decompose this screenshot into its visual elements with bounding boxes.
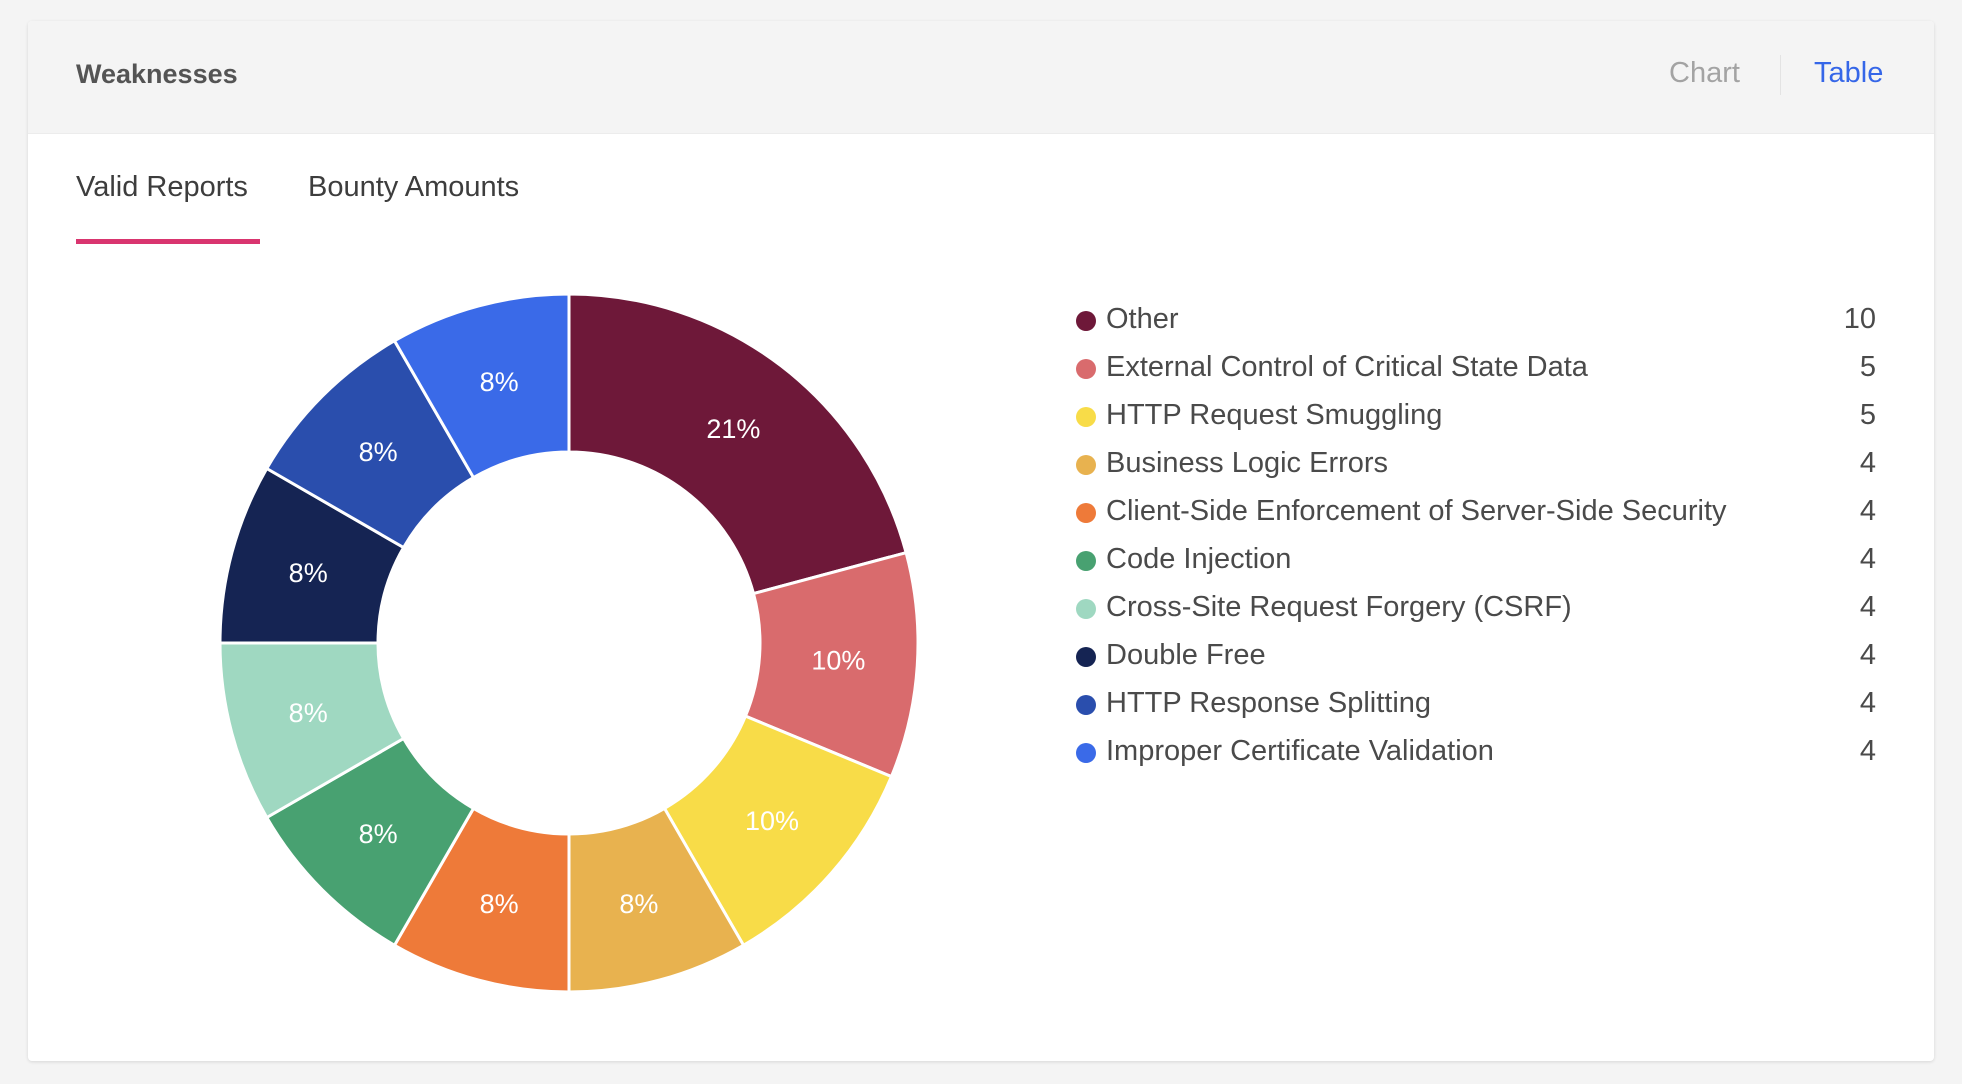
legend-item[interactable]: Cross-Site Request Forgery (CSRF) 4 — [1076, 585, 1876, 633]
weaknesses-card: Weaknesses Chart Table Valid Reports Bou… — [28, 21, 1934, 1061]
card-header: Weaknesses Chart Table — [28, 21, 1934, 134]
tab-valid-reports[interactable]: Valid Reports — [76, 171, 248, 203]
legend-label: Code Injection — [1106, 543, 1292, 575]
legend-dot-icon — [1076, 551, 1096, 571]
legend-count: 4 — [1859, 591, 1876, 623]
legend-dot-icon — [1076, 359, 1096, 379]
slice-percent-label: 10% — [811, 646, 865, 676]
legend-count: 4 — [1859, 687, 1876, 719]
card-title: Weaknesses — [76, 59, 238, 89]
legend-label: HTTP Request Smuggling — [1106, 399, 1443, 431]
legend-item[interactable]: Code Injection 4 — [1076, 537, 1876, 585]
legend-dot-icon — [1076, 311, 1096, 331]
legend-count: 4 — [1859, 495, 1876, 527]
donut-slice[interactable] — [392, 292, 571, 480]
view-divider — [1780, 55, 1781, 95]
legend-dot-icon — [1076, 407, 1096, 427]
slice-percent-label: 8% — [480, 889, 519, 919]
tab-bounty-amounts[interactable]: Bounty Amounts — [308, 171, 520, 203]
legend-label: Double Free — [1106, 639, 1266, 671]
legend-dot-icon — [1076, 455, 1096, 475]
legend-label: Other — [1106, 303, 1179, 335]
donut-chart: 21% 10% 10% 8% 8% 8% 8% 8% 8% 8% — [218, 292, 920, 994]
legend-label: Business Logic Errors — [1106, 447, 1389, 479]
legend-item[interactable]: Business Logic Errors 4 — [1076, 441, 1876, 489]
donut-slice[interactable] — [567, 292, 908, 596]
slice-percent-label: 8% — [359, 437, 398, 467]
legend-count: 4 — [1859, 639, 1876, 671]
legend-label: Improper Certificate Validation — [1106, 735, 1494, 767]
slice-percent-label: 8% — [480, 367, 519, 397]
legend-label: Cross-Site Request Forgery (CSRF) — [1106, 591, 1572, 623]
legend-item[interactable]: Double Free 4 — [1076, 633, 1876, 681]
legend-dot-icon — [1076, 599, 1096, 619]
slice-percent-label: 21% — [706, 414, 760, 444]
legend-dot-icon — [1076, 743, 1096, 763]
legend-item[interactable]: HTTP Response Splitting 4 — [1076, 681, 1876, 729]
legend-item[interactable]: Improper Certificate Validation 4 — [1076, 729, 1876, 777]
slice-percent-label: 8% — [289, 698, 328, 728]
legend-item[interactable]: HTTP Request Smuggling 5 — [1076, 393, 1876, 441]
chart-legend: Other 10 External Control of Critical Stat… — [1076, 297, 1876, 777]
legend-dot-icon — [1076, 647, 1096, 667]
legend-label: External Control of Critical State Data — [1106, 351, 1588, 383]
slice-percent-label: 10% — [745, 806, 799, 836]
legend-count: 4 — [1859, 543, 1876, 575]
legend-dot-icon — [1076, 503, 1096, 523]
legend-count: 5 — [1859, 351, 1876, 383]
active-tab-indicator — [76, 239, 260, 244]
legend-label: Client-Side Enforcement of Server-Side S… — [1106, 495, 1727, 527]
table-view-button[interactable]: Table — [1814, 57, 1884, 89]
legend-item[interactable]: External Control of Critical State Data 5 — [1076, 345, 1876, 393]
legend-dot-icon — [1076, 695, 1096, 715]
legend-count: 4 — [1859, 447, 1876, 479]
legend-item[interactable]: Client-Side Enforcement of Server-Side S… — [1076, 489, 1876, 537]
chart-view-button[interactable]: Chart — [1669, 57, 1740, 89]
slice-percent-label: 8% — [359, 819, 398, 849]
slice-percent-label: 8% — [289, 558, 328, 588]
legend-count: 10 — [1843, 303, 1876, 335]
legend-label: HTTP Response Splitting — [1106, 687, 1432, 719]
legend-count: 5 — [1859, 399, 1876, 431]
legend-count: 4 — [1859, 735, 1876, 767]
legend-item[interactable]: Other 10 — [1076, 297, 1876, 345]
slice-percent-label: 8% — [619, 889, 658, 919]
